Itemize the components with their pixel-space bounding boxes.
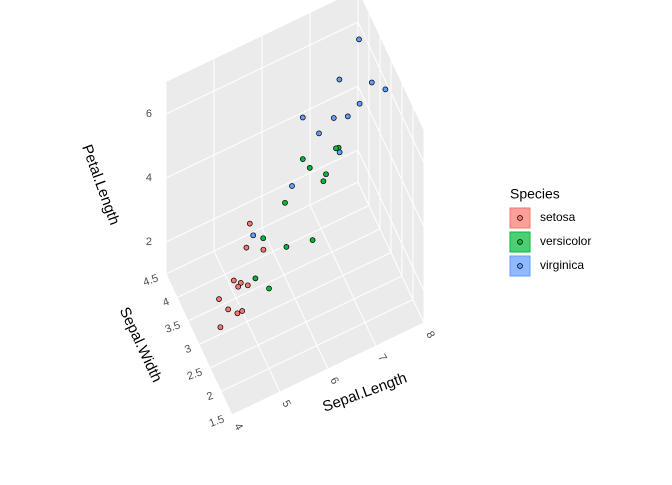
legend-point (517, 239, 523, 245)
point (225, 306, 232, 313)
panels (165, 0, 425, 416)
grid-line (357, 85, 425, 228)
y-tick-label: 3 (183, 343, 193, 356)
point (234, 310, 241, 317)
grid-line (220, 299, 414, 392)
point (336, 76, 343, 83)
legend-label: versicolor (540, 234, 591, 248)
point (237, 280, 244, 286)
grid-line (165, 149, 359, 243)
point (344, 113, 351, 120)
point (320, 178, 327, 185)
x-tick-label: 4 (231, 421, 244, 432)
z-tick-label: 6 (146, 108, 152, 120)
point (283, 244, 290, 250)
point (217, 324, 224, 331)
y-tick-label: 2 (205, 390, 215, 403)
point (299, 114, 306, 121)
grid-line (187, 228, 381, 322)
point (368, 79, 375, 86)
point (336, 149, 343, 156)
grid-line (231, 322, 425, 416)
point (252, 275, 259, 282)
y-axis-title: Sepal.Width (116, 305, 166, 385)
point (289, 183, 295, 189)
point (382, 86, 389, 93)
point (330, 115, 337, 121)
legend-point (517, 215, 523, 221)
grid-line (209, 275, 403, 369)
point (282, 199, 288, 206)
point (309, 237, 316, 243)
y-tick-label: 4 (161, 296, 171, 309)
legend-label: setosa (540, 210, 576, 224)
point (356, 100, 363, 107)
point (266, 285, 272, 292)
z-tick-label: 4 (146, 172, 152, 184)
y-tick-label: 4.5 (142, 272, 160, 289)
x-axis-title: Sepal.Length (320, 369, 409, 415)
legend-title: Species (510, 186, 560, 202)
legend-point (517, 263, 523, 269)
point (299, 156, 306, 162)
point (260, 246, 267, 253)
point (260, 235, 267, 242)
point (316, 130, 322, 137)
grid-line (357, 149, 425, 292)
z-axis-title: Petal.Length (78, 142, 123, 227)
grid-line (357, 21, 425, 164)
grid-line (198, 252, 392, 345)
point (239, 308, 246, 314)
x-tick-label: 8 (423, 329, 436, 340)
point (306, 165, 313, 171)
point (323, 171, 329, 178)
point (246, 220, 253, 227)
y-tick-label: 2.5 (186, 366, 204, 383)
point (250, 232, 257, 239)
point (243, 244, 250, 251)
z-tick-label: 2 (146, 236, 152, 248)
grid-line (176, 205, 370, 298)
x-tick-label: 7 (375, 352, 388, 363)
y-tick-label: 1.5 (208, 413, 226, 430)
point (230, 277, 237, 284)
grid-line (165, 85, 359, 179)
x-tick-label: 6 (327, 375, 340, 386)
y-tick-label: 3.5 (164, 319, 182, 336)
grid-line (165, 181, 359, 275)
point (356, 36, 362, 43)
point (244, 282, 251, 289)
legend-label: virginica (540, 258, 584, 272)
point (235, 283, 242, 290)
point (333, 145, 339, 152)
grid-line (165, 21, 359, 115)
x-tick-label: 5 (279, 398, 292, 409)
point (216, 296, 222, 302)
